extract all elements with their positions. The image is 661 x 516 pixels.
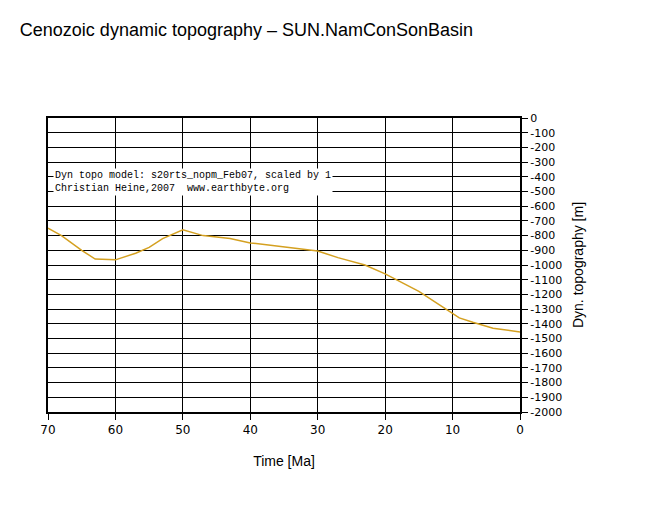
svg-text:Time [Ma]: Time [Ma]: [253, 453, 315, 469]
svg-text:-400: -400: [530, 171, 555, 184]
svg-text:-100: -100: [530, 127, 555, 140]
svg-text:20: 20: [377, 423, 392, 437]
svg-text:-300: -300: [530, 156, 555, 169]
svg-text:-1800: -1800: [530, 376, 562, 389]
svg-text:Dyn. topography [m]: Dyn. topography [m]: [570, 202, 586, 328]
svg-text:-1600: -1600: [530, 347, 562, 360]
svg-text:40: 40: [243, 423, 258, 437]
svg-text:-2000: -2000: [530, 406, 562, 419]
svg-text:-1500: -1500: [530, 332, 562, 345]
svg-text:-700: -700: [530, 215, 555, 228]
svg-text:Dyn topo model: s20rts_nopm_Fe: Dyn topo model: s20rts_nopm_Feb07, scale…: [55, 170, 331, 194]
svg-text:-800: -800: [530, 229, 555, 242]
svg-text:-600: -600: [530, 200, 555, 213]
svg-text:-1000: -1000: [530, 259, 562, 272]
svg-text:-900: -900: [530, 244, 555, 257]
svg-text:-1200: -1200: [530, 288, 562, 301]
svg-text:0: 0: [530, 112, 537, 125]
svg-text:70: 70: [40, 423, 55, 437]
svg-text:-1100: -1100: [530, 274, 562, 287]
svg-text:60: 60: [108, 423, 123, 437]
svg-text:-1300: -1300: [530, 303, 562, 316]
svg-text:10: 10: [445, 423, 460, 437]
svg-text:-200: -200: [530, 141, 555, 154]
svg-text:Cenozoic dynamic topography –: Cenozoic dynamic topography – SUN.NamCon…: [20, 20, 473, 40]
svg-text:30: 30: [310, 423, 325, 437]
svg-text:50: 50: [175, 423, 190, 437]
svg-text:-500: -500: [530, 185, 555, 198]
svg-text:-1900: -1900: [530, 391, 562, 404]
svg-text:-1400: -1400: [530, 318, 562, 331]
svg-text:-1700: -1700: [530, 362, 562, 375]
svg-text:0: 0: [516, 423, 524, 437]
